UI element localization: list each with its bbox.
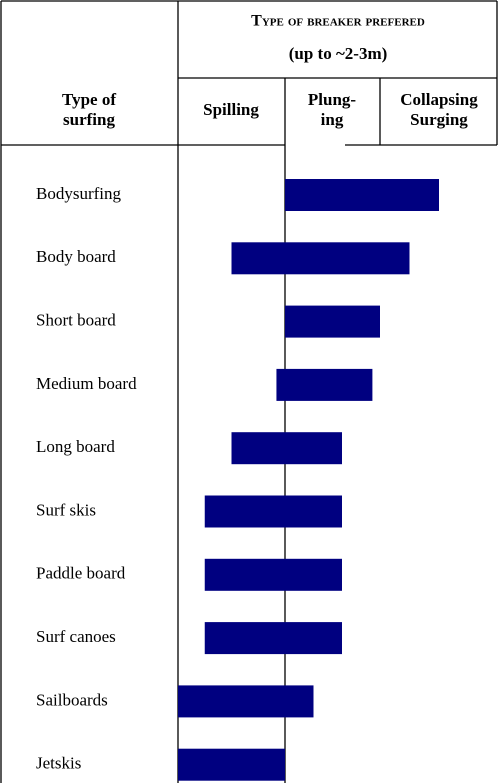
- row-label: Short board: [36, 311, 116, 330]
- preference-bar: [285, 179, 439, 211]
- row-label: Jetskis: [36, 754, 81, 773]
- preference-bar: [178, 748, 285, 781]
- preference-bar: [231, 432, 342, 465]
- preference-bar: [285, 305, 380, 338]
- preference-bar: [178, 685, 314, 718]
- column-header: Spilling: [203, 100, 259, 119]
- preference-bar: [204, 558, 342, 591]
- row-label: Paddle board: [36, 564, 126, 583]
- row-label: Surf canoes: [36, 627, 116, 646]
- preference-bar: [276, 368, 373, 401]
- column-header: Plung-: [308, 90, 357, 109]
- subtitle: (up to ~2-3m): [289, 44, 388, 63]
- column-header: Collapsing: [400, 90, 478, 109]
- preference-bar: [231, 242, 410, 275]
- row-label: Long board: [36, 437, 115, 456]
- column-header: Type of: [62, 90, 116, 109]
- column-header: Surging: [410, 110, 468, 129]
- title: Type of breaker prefered: [251, 13, 425, 30]
- row-label: Bodysurfing: [36, 184, 122, 203]
- column-header: surfing: [63, 110, 115, 129]
- row-label: Sailboards: [36, 690, 108, 709]
- row-label: Body board: [36, 247, 116, 266]
- preference-bar: [204, 495, 342, 528]
- row-label: Surf skis: [36, 500, 96, 519]
- row-label: Medium board: [36, 374, 137, 393]
- column-header: ing: [321, 110, 344, 129]
- preference-bar: [204, 622, 342, 655]
